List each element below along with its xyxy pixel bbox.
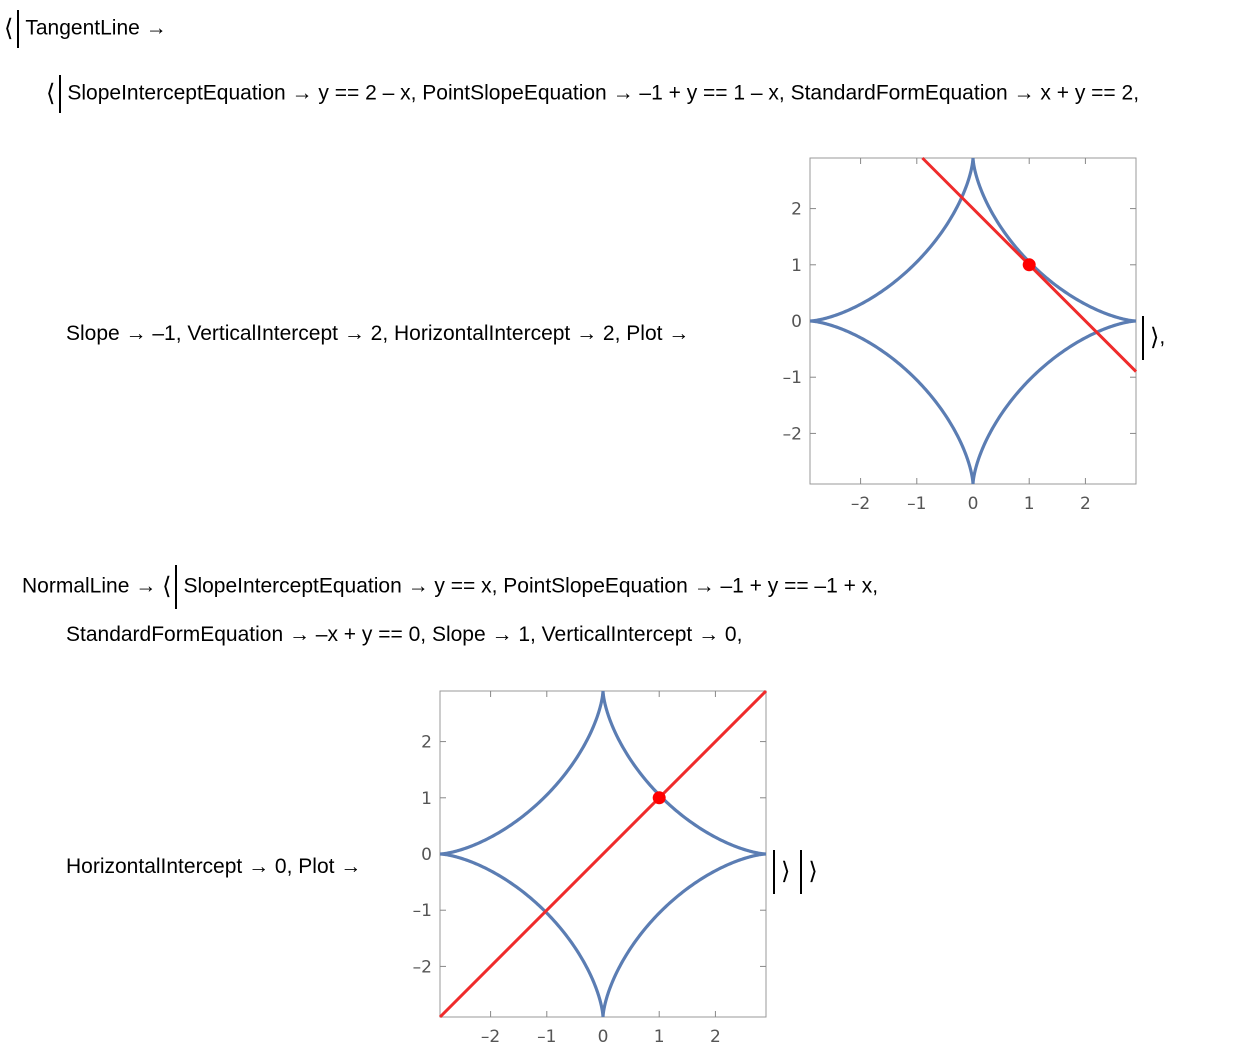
association-bar: [59, 75, 62, 113]
normal-row-2: StandardFormEquation → –x + y == 0, Slop…: [66, 621, 742, 649]
x-tick-label: 0: [968, 494, 979, 514]
normal-line-mark: [438, 689, 768, 1019]
x-tick-label: –2: [851, 494, 870, 514]
normal-equations: SlopeInterceptEquation → y == x, PointSl…: [183, 574, 879, 598]
x-tick-label: 1: [1024, 494, 1035, 514]
open-angle-icon: ⟨: [4, 15, 14, 42]
tangent-row-2: Slope → –1, VerticalIntercept → 2, Horiz…: [66, 320, 689, 348]
x-tick-label: 2: [1080, 494, 1091, 514]
association-bar: [800, 850, 803, 894]
tangent-slope-intercepts: Slope → –1, VerticalIntercept → 2, Horiz…: [66, 322, 690, 345]
tangent-plot-svg: –2 –1 0 1 2 –2 –1 0 1 2: [783, 156, 1138, 514]
y-tick-label: 2: [791, 200, 802, 220]
normal-row-3: HorizontalIntercept → 0, Plot →: [66, 853, 361, 881]
tangent-row-1: ⟨ SlopeInterceptEquation → y == 2 – x, Po…: [46, 75, 1139, 113]
normal-plot: –2 –1 0 1 2 –2 –1 0 1 2: [400, 683, 780, 1054]
association-bar: [1142, 316, 1144, 360]
x-tick-label: –1: [537, 1027, 556, 1047]
x-tick-label: 1: [654, 1027, 665, 1047]
normal-close-row: ⟩ ⟩: [773, 850, 818, 894]
tangent-close-row: ⟩,: [1142, 316, 1165, 360]
tangent-line-key: TangentLine →: [25, 16, 167, 40]
plot-frame: [809, 157, 1137, 485]
tangent-plot: –2 –1 0 1 2 –2 –1 0 1 2: [770, 150, 1150, 526]
association-bar: [17, 10, 20, 48]
tangent-tail: ,: [1159, 325, 1166, 349]
y-tick-label: –2: [413, 957, 432, 977]
normal-line-key: NormalLine →: [22, 574, 163, 598]
tangent-header-row: ⟨ TangentLine →: [4, 10, 167, 48]
normal-horizontal-intercept: HorizontalIntercept → 0, Plot →: [66, 855, 362, 878]
x-tick-label: –2: [481, 1027, 500, 1047]
normal-standard-form: StandardFormEquation → –x + y == 0, Slop…: [66, 623, 743, 646]
normal-row-1: NormalLine → ⟨ SlopeInterceptEquation → y…: [22, 565, 878, 609]
open-angle-icon: ⟨: [46, 80, 56, 107]
y-tick-label: 1: [421, 789, 432, 809]
open-angle-icon: ⟨: [162, 573, 172, 600]
normal-plot-svg: –2 –1 0 1 2 –2 –1 0 1 2: [413, 689, 768, 1047]
y-tick-label: 2: [421, 733, 432, 753]
tangent-equations: SlopeInterceptEquation → y == 2 – x, Poi…: [67, 81, 1140, 105]
close-angle-icon: ⟩: [781, 858, 791, 885]
close-angle-icon: ⟩: [808, 858, 818, 885]
y-tick-label: 0: [791, 312, 802, 332]
astroid-curve: [810, 158, 1136, 484]
normal-point: [652, 791, 666, 805]
association-bar: [773, 850, 775, 894]
tangent-point: [1022, 258, 1036, 272]
y-tick-label: –1: [783, 368, 802, 388]
astroid-curve: [440, 691, 766, 1017]
x-tick-label: 2: [710, 1027, 721, 1047]
y-tick-label: –2: [783, 424, 802, 444]
close-angle-icon: ⟩: [1150, 324, 1160, 351]
y-tick-label: 0: [421, 845, 432, 865]
y-tick-label: 1: [791, 256, 802, 276]
y-tick-label: –1: [413, 901, 432, 921]
x-tick-label: –1: [907, 494, 926, 514]
x-tick-label: 0: [598, 1027, 609, 1047]
association-bar: [175, 565, 178, 609]
